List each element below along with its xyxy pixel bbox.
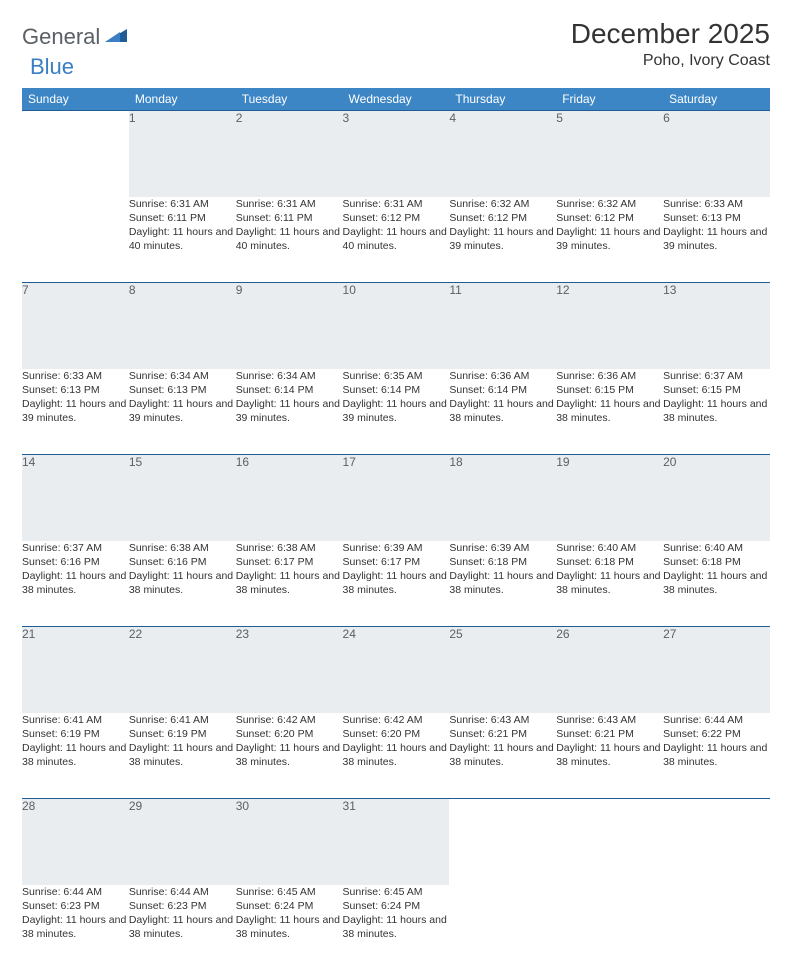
day-number-cell: 3 (343, 111, 450, 197)
day-number-cell: 22 (129, 627, 236, 713)
day-number-cell: 19 (556, 455, 663, 541)
day-content-cell: Sunrise: 6:44 AMSunset: 6:23 PMDaylight:… (129, 885, 236, 971)
day-number-row: 78910111213 (22, 283, 770, 369)
day-number-cell: 15 (129, 455, 236, 541)
day-content-cell: Sunrise: 6:37 AMSunset: 6:16 PMDaylight:… (22, 541, 129, 627)
day-content-row: Sunrise: 6:44 AMSunset: 6:23 PMDaylight:… (22, 885, 770, 971)
day-content-cell: Sunrise: 6:44 AMSunset: 6:22 PMDaylight:… (663, 713, 770, 799)
day-content-cell: Sunrise: 6:33 AMSunset: 6:13 PMDaylight:… (22, 369, 129, 455)
day-number-cell: 26 (556, 627, 663, 713)
day-content-cell: Sunrise: 6:43 AMSunset: 6:21 PMDaylight:… (449, 713, 556, 799)
day-number-row: 21222324252627 (22, 627, 770, 713)
weekday-header: Wednesday (343, 88, 450, 111)
day-number-cell: 9 (236, 283, 343, 369)
day-number-cell: 28 (22, 799, 129, 885)
month-title: December 2025 (571, 18, 770, 50)
day-number-cell (663, 799, 770, 885)
weekday-header: Saturday (663, 88, 770, 111)
day-content-cell: Sunrise: 6:41 AMSunset: 6:19 PMDaylight:… (129, 713, 236, 799)
day-number-cell: 14 (22, 455, 129, 541)
day-number-cell (556, 799, 663, 885)
day-number-cell: 17 (343, 455, 450, 541)
day-content-row: Sunrise: 6:31 AMSunset: 6:11 PMDaylight:… (22, 197, 770, 283)
day-content-cell: Sunrise: 6:31 AMSunset: 6:11 PMDaylight:… (129, 197, 236, 283)
day-content-cell: Sunrise: 6:32 AMSunset: 6:12 PMDaylight:… (449, 197, 556, 283)
day-content-cell: Sunrise: 6:42 AMSunset: 6:20 PMDaylight:… (236, 713, 343, 799)
day-content-cell: Sunrise: 6:45 AMSunset: 6:24 PMDaylight:… (236, 885, 343, 971)
day-content-cell: Sunrise: 6:45 AMSunset: 6:24 PMDaylight:… (343, 885, 450, 971)
day-number-cell: 25 (449, 627, 556, 713)
day-number-cell: 12 (556, 283, 663, 369)
day-content-cell: Sunrise: 6:41 AMSunset: 6:19 PMDaylight:… (22, 713, 129, 799)
day-number-cell: 5 (556, 111, 663, 197)
logo: General (22, 18, 129, 50)
day-content-cell: Sunrise: 6:39 AMSunset: 6:18 PMDaylight:… (449, 541, 556, 627)
weekday-header: Monday (129, 88, 236, 111)
day-number-cell: 27 (663, 627, 770, 713)
day-number-cell: 20 (663, 455, 770, 541)
day-number-cell: 24 (343, 627, 450, 713)
day-content-cell: Sunrise: 6:39 AMSunset: 6:17 PMDaylight:… (343, 541, 450, 627)
day-number-cell: 8 (129, 283, 236, 369)
day-content-row: Sunrise: 6:41 AMSunset: 6:19 PMDaylight:… (22, 713, 770, 799)
day-number-cell: 4 (449, 111, 556, 197)
day-content-cell: Sunrise: 6:42 AMSunset: 6:20 PMDaylight:… (343, 713, 450, 799)
day-content-cell: Sunrise: 6:40 AMSunset: 6:18 PMDaylight:… (556, 541, 663, 627)
day-content-cell (556, 885, 663, 971)
calendar-table: SundayMondayTuesdayWednesdayThursdayFrid… (22, 88, 770, 971)
day-number-cell: 21 (22, 627, 129, 713)
logo-text-general: General (22, 24, 100, 50)
day-number-row: 123456 (22, 111, 770, 197)
day-content-cell: Sunrise: 6:32 AMSunset: 6:12 PMDaylight:… (556, 197, 663, 283)
day-content-cell (22, 197, 129, 283)
day-content-cell: Sunrise: 6:31 AMSunset: 6:11 PMDaylight:… (236, 197, 343, 283)
day-content-cell: Sunrise: 6:37 AMSunset: 6:15 PMDaylight:… (663, 369, 770, 455)
weekday-header: Friday (556, 88, 663, 111)
weekday-header: Thursday (449, 88, 556, 111)
day-content-cell: Sunrise: 6:34 AMSunset: 6:14 PMDaylight:… (236, 369, 343, 455)
day-content-cell (449, 885, 556, 971)
day-content-cell: Sunrise: 6:36 AMSunset: 6:15 PMDaylight:… (556, 369, 663, 455)
day-number-row: 28293031 (22, 799, 770, 885)
weekday-header: Tuesday (236, 88, 343, 111)
day-number-cell: 7 (22, 283, 129, 369)
day-content-cell: Sunrise: 6:44 AMSunset: 6:23 PMDaylight:… (22, 885, 129, 971)
day-number-cell: 10 (343, 283, 450, 369)
logo-text-blue: Blue (30, 54, 74, 79)
day-content-cell: Sunrise: 6:40 AMSunset: 6:18 PMDaylight:… (663, 541, 770, 627)
day-content-cell: Sunrise: 6:33 AMSunset: 6:13 PMDaylight:… (663, 197, 770, 283)
day-content-cell: Sunrise: 6:38 AMSunset: 6:17 PMDaylight:… (236, 541, 343, 627)
day-content-cell: Sunrise: 6:35 AMSunset: 6:14 PMDaylight:… (343, 369, 450, 455)
day-number-cell: 6 (663, 111, 770, 197)
day-number-cell: 13 (663, 283, 770, 369)
day-content-cell (663, 885, 770, 971)
day-number-cell: 18 (449, 455, 556, 541)
weekday-header-row: SundayMondayTuesdayWednesdayThursdayFrid… (22, 88, 770, 111)
weekday-header: Sunday (22, 88, 129, 111)
day-number-cell: 31 (343, 799, 450, 885)
day-number-cell: 29 (129, 799, 236, 885)
day-number-cell (449, 799, 556, 885)
day-content-row: Sunrise: 6:37 AMSunset: 6:16 PMDaylight:… (22, 541, 770, 627)
day-number-cell: 2 (236, 111, 343, 197)
day-number-row: 14151617181920 (22, 455, 770, 541)
day-number-cell (22, 111, 129, 197)
day-number-cell: 11 (449, 283, 556, 369)
day-number-cell: 30 (236, 799, 343, 885)
title-block: December 2025 Poho, Ivory Coast (571, 18, 770, 70)
logo-triangle-icon (105, 22, 127, 48)
day-number-cell: 16 (236, 455, 343, 541)
day-content-row: Sunrise: 6:33 AMSunset: 6:13 PMDaylight:… (22, 369, 770, 455)
day-number-cell: 1 (129, 111, 236, 197)
day-content-cell: Sunrise: 6:31 AMSunset: 6:12 PMDaylight:… (343, 197, 450, 283)
day-content-cell: Sunrise: 6:43 AMSunset: 6:21 PMDaylight:… (556, 713, 663, 799)
day-content-cell: Sunrise: 6:34 AMSunset: 6:13 PMDaylight:… (129, 369, 236, 455)
day-number-cell: 23 (236, 627, 343, 713)
day-content-cell: Sunrise: 6:38 AMSunset: 6:16 PMDaylight:… (129, 541, 236, 627)
location: Poho, Ivory Coast (571, 52, 770, 70)
day-content-cell: Sunrise: 6:36 AMSunset: 6:14 PMDaylight:… (449, 369, 556, 455)
